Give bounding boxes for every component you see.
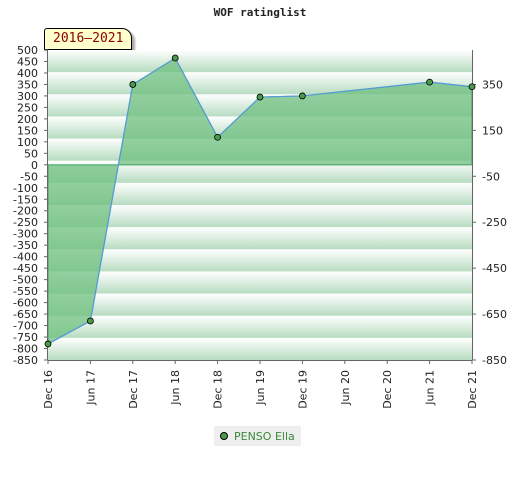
legend-marker-icon	[220, 432, 228, 440]
data-point	[256, 93, 264, 101]
y-left-tick-label: -650	[13, 308, 38, 321]
y-left-tick-label: 250	[17, 101, 38, 114]
x-tick-label: Jun 19	[254, 370, 267, 406]
y-left-tick-label: 100	[17, 136, 38, 149]
y-left-tick-label: -150	[13, 193, 38, 206]
y-left-tick-label: -600	[13, 297, 38, 310]
background-band	[48, 249, 472, 272]
y-left-tick-label: -500	[13, 274, 38, 287]
y-left-tick-label: 300	[17, 90, 38, 103]
y-left-tick-label: -700	[13, 320, 38, 333]
data-point	[171, 54, 179, 62]
x-tick-label: Jun 18	[169, 370, 182, 406]
legend: PENSO Ella	[214, 426, 301, 446]
background-band	[48, 182, 472, 206]
y-left-tick-label: -400	[13, 251, 38, 264]
data-point	[214, 133, 222, 141]
y-left-tick-label: 400	[17, 67, 38, 80]
y-left-tick-label: -250	[13, 216, 38, 229]
x-tick-label: Dec 18	[212, 370, 225, 409]
data-point	[298, 92, 306, 100]
x-tick-label: Dec 17	[127, 370, 140, 409]
y-left-tick-label: 0	[31, 159, 38, 172]
y-right-tick-label: 350	[482, 78, 503, 91]
period-badge: 2016–2021	[44, 28, 133, 50]
x-tick-label: Jun 20	[339, 370, 352, 406]
background-band	[48, 293, 472, 317]
y-right-tick-label: -50	[482, 170, 500, 183]
y-left-tick-label: -550	[13, 285, 38, 298]
y-left-tick-label: -850	[13, 354, 38, 367]
y-left-tick-label: 500	[17, 44, 38, 57]
y-right-tick-label: -650	[482, 308, 507, 321]
y-left-tick-label: 450	[17, 55, 38, 68]
background-band	[48, 50, 472, 73]
y-right-tick-label: -850	[482, 354, 507, 367]
y-left-tick-label: -200	[13, 205, 38, 218]
chart-title: WOF ratinglist	[213, 6, 307, 19]
data-point	[44, 340, 52, 348]
background-band	[48, 337, 472, 361]
background-band	[48, 160, 472, 184]
markers	[44, 54, 476, 348]
y-left-tick-label: 50	[24, 147, 38, 160]
background-band	[48, 271, 472, 295]
x-tick-label: Dec 21	[466, 370, 479, 409]
x-tick-label: Dec 16	[42, 370, 55, 409]
y-left-tick-label: 150	[17, 124, 38, 137]
y-left-tick-label: 350	[17, 78, 38, 91]
y-right-tick-label: -250	[482, 216, 507, 229]
background-band	[48, 205, 472, 228]
background-band	[48, 227, 472, 250]
y-right-tick-label: -450	[482, 262, 507, 275]
y-left-tick-label: -350	[13, 239, 38, 252]
x-tick-label: Dec 20	[381, 370, 394, 409]
background-band	[48, 315, 472, 339]
y-left-tick-label: -450	[13, 262, 38, 275]
axes: 500450400350300250200150100500-50-100-15…	[13, 44, 507, 409]
y-left-tick-label: 200	[17, 113, 38, 126]
y-left-tick-label: -750	[13, 331, 38, 344]
legend-label: PENSO Ella	[234, 429, 295, 443]
y-left-tick-label: -800	[13, 343, 38, 356]
y-left-tick-label: -50	[20, 170, 38, 183]
y-left-tick-label: -100	[13, 182, 38, 195]
x-tick-label: Jun 17	[84, 370, 97, 406]
x-tick-label: Jun 21	[424, 370, 437, 406]
data-point	[468, 83, 476, 91]
y-right-tick-label: 150	[482, 124, 503, 137]
y-left-tick-label: -300	[13, 228, 38, 241]
x-tick-label: Dec 19	[296, 370, 309, 409]
data-point	[87, 317, 94, 325]
data-point	[129, 81, 137, 88]
data-point	[426, 78, 434, 86]
